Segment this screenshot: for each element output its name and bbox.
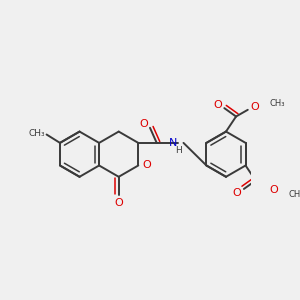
Text: O: O — [250, 102, 259, 112]
Text: CH₃: CH₃ — [28, 129, 45, 138]
Text: O: O — [270, 185, 278, 195]
Text: O: O — [213, 100, 222, 110]
Text: O: O — [114, 198, 123, 208]
Text: O: O — [139, 118, 148, 129]
Text: CH₃: CH₃ — [269, 99, 285, 108]
Text: CH₃: CH₃ — [289, 190, 300, 199]
Text: O: O — [233, 188, 242, 198]
Text: O: O — [142, 160, 151, 170]
Text: H: H — [175, 146, 182, 155]
Text: N: N — [169, 138, 178, 148]
